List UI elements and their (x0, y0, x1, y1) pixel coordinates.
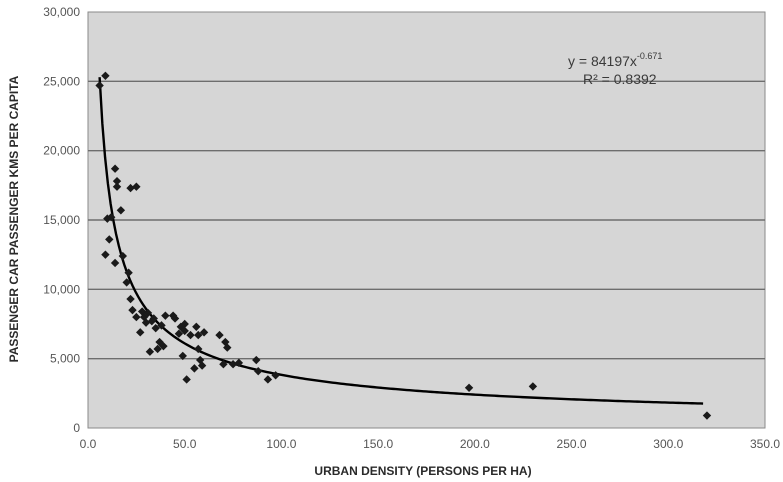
y-tick-label: 25,000 (43, 74, 80, 88)
data-point (228, 360, 238, 369)
data-point (197, 361, 207, 370)
data-points (95, 71, 712, 420)
trendline-equation: y = 84197x-0.671 (568, 51, 662, 69)
data-point (192, 322, 201, 331)
data-point (143, 308, 153, 318)
data-point (110, 164, 120, 173)
data-point (702, 411, 712, 420)
data-point (137, 307, 147, 316)
equation-exponent: -0.671 (637, 51, 663, 61)
data-point (170, 314, 180, 323)
x-tick-label: 100.0 (266, 437, 296, 451)
data-point (128, 305, 137, 315)
data-point (219, 360, 228, 369)
data-point (180, 326, 189, 336)
data-point (157, 321, 166, 330)
data-point (178, 351, 187, 361)
data-point (215, 330, 224, 340)
data-point (252, 355, 261, 365)
data-point (110, 258, 120, 268)
data-point (132, 182, 141, 191)
data-point (105, 235, 114, 244)
data-point (153, 344, 162, 354)
data-point (118, 251, 128, 261)
x-tick-label: 300.0 (653, 437, 683, 451)
data-point (112, 182, 122, 191)
data-point (199, 328, 209, 337)
data-point (223, 343, 232, 352)
data-point (254, 366, 263, 376)
data-point (112, 176, 122, 186)
data-point (95, 81, 104, 90)
data-point (116, 206, 126, 215)
y-tick-label: 30,000 (43, 5, 80, 19)
data-point (124, 268, 133, 277)
x-tick-label: 50.0 (173, 437, 197, 451)
data-point (122, 278, 131, 287)
y-tick-label: 5,000 (50, 352, 80, 366)
data-point (132, 312, 141, 322)
data-point (145, 347, 155, 356)
data-point (101, 250, 110, 259)
y-tick-label: 10,000 (43, 282, 80, 296)
y-tick-label: 15,000 (43, 213, 80, 227)
x-tick-labels: 0.0 50.0 100.0 150.0 200.0 250.0 300.0 350.0 (80, 437, 781, 451)
data-point (174, 329, 184, 338)
r-squared-label: R² = 0.8392 (583, 71, 657, 87)
y-tick-label: 0 (73, 421, 80, 435)
data-point (136, 328, 145, 337)
data-point (194, 344, 203, 354)
x-axis-title: URBAN DENSITY (PERSONS PER HA) (314, 464, 531, 478)
data-point (182, 375, 191, 384)
x-tick-label: 250.0 (557, 437, 587, 451)
data-point (101, 71, 110, 80)
data-point (194, 330, 203, 340)
x-tick-label: 350.0 (750, 437, 780, 451)
x-tick-label: 150.0 (363, 437, 393, 451)
data-point (126, 183, 135, 193)
data-point (263, 375, 273, 384)
x-tick-label: 0.0 (80, 437, 97, 451)
data-point (151, 323, 160, 333)
data-point (159, 341, 168, 351)
data-point (180, 319, 189, 329)
y-axis-title: PASSENGER CAR PASSENGER KMS PER CAPITA (7, 75, 21, 362)
equation-base: y = 84197x (568, 53, 637, 69)
x-tick-label: 200.0 (460, 437, 490, 451)
data-point (464, 383, 474, 392)
data-point (161, 311, 170, 320)
data-point (126, 294, 135, 304)
data-point (186, 330, 195, 340)
y-tick-labels: 0 5,000 10,000 15,000 20,000 25,000 30,000 (43, 5, 80, 435)
data-point (234, 358, 244, 368)
data-point (107, 213, 116, 222)
data-point (528, 382, 538, 391)
trendline (98, 77, 704, 405)
y-tick-label: 20,000 (43, 144, 80, 158)
data-point (141, 318, 151, 327)
data-point (190, 364, 199, 373)
data-point (271, 371, 280, 380)
data-point (149, 314, 158, 323)
